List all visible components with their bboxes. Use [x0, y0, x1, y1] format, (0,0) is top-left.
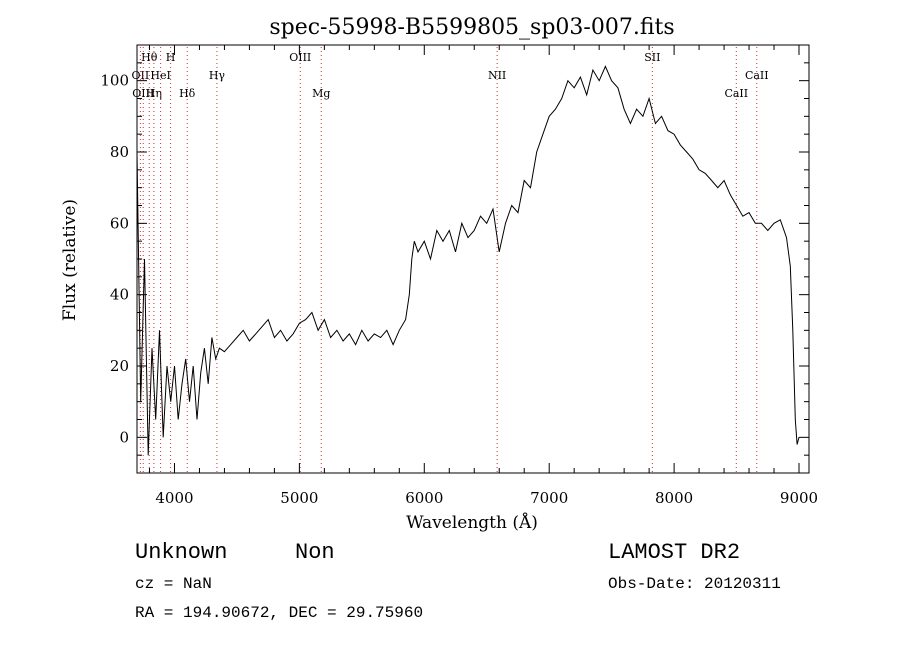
x-tick-label: 8000: [655, 489, 693, 507]
line-label-4: H: [166, 51, 176, 64]
line-label-5: HeI: [150, 69, 170, 82]
spectrum-series-line: [136, 65, 800, 456]
x-axis-label: Wavelength (Å): [406, 512, 538, 533]
y-axis-label: Flux (relative): [60, 199, 80, 321]
line-label-8: OIII: [289, 51, 311, 64]
y-tick-label: 100: [100, 72, 129, 90]
survey-name: LAMOST DR2: [608, 540, 741, 565]
plot-frame: [136, 44, 810, 474]
line-label-1: OII: [132, 69, 150, 82]
y-tick-label: 60: [110, 214, 129, 232]
x-tick-label: 4000: [155, 489, 193, 507]
axis-ticks: [137, 44, 809, 474]
x-tick-label: 7000: [530, 489, 568, 507]
x-tick-label: 5000: [280, 489, 318, 507]
line-label-2: OIII: [132, 87, 154, 100]
line-label-10: NII: [488, 69, 506, 82]
chart-title: spec-55998-B5599805_sp03-007.fits: [269, 15, 674, 40]
y-tick-label: 0: [119, 428, 129, 446]
redshift-cz: cz = NaN: [135, 575, 212, 593]
object-class: Unknown: [135, 540, 228, 565]
y-tick-label: 80: [110, 143, 129, 161]
y-tick-label: 40: [110, 286, 129, 304]
observation-date: Obs-Date: 20120311: [608, 575, 781, 593]
line-label-3: Hη: [146, 87, 162, 100]
line-label-13: CaII: [724, 87, 748, 100]
line-label-11: SII: [644, 51, 660, 64]
line-label-12: CaII: [745, 69, 769, 82]
line-label-6: Hδ: [179, 87, 196, 100]
axis-tick-labels: 4000 5000 6000 7000 8000 9000 0 20 40 60 80 100: [100, 72, 818, 507]
coordinates: RA = 194.90672, DEC = 29.75960: [135, 604, 424, 622]
x-tick-label: 6000: [405, 489, 443, 507]
line-label-9: Mg: [312, 87, 330, 100]
y-tick-label: 20: [110, 357, 129, 375]
line-label-0: Hθ: [141, 51, 158, 64]
object-subclass: Non: [295, 540, 335, 565]
x-tick-label: 9000: [780, 489, 818, 507]
line-label-7: Hγ: [209, 69, 226, 82]
